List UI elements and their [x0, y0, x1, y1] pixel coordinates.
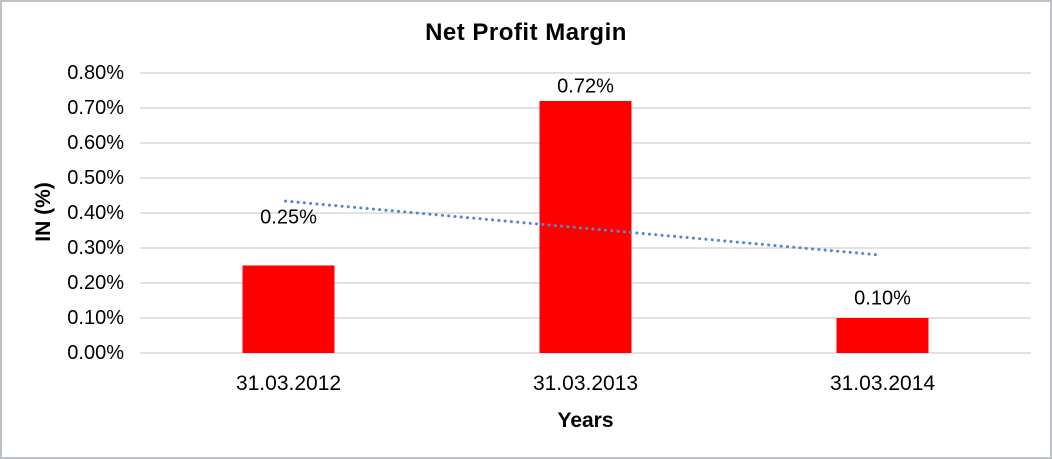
- y-tick-label: 0.30%: [67, 237, 124, 259]
- x-category-label: 31.03.2012: [235, 372, 342, 395]
- bar-31.03.2012: [242, 265, 335, 353]
- y-tick-label: 0.80%: [67, 62, 124, 84]
- y-tick-label: 0.60%: [67, 132, 124, 154]
- x-category-label: 31.03.2013: [532, 372, 639, 395]
- y-tick-label: 0.10%: [67, 307, 124, 329]
- x-axis-title: Years: [557, 409, 614, 432]
- data-label: 0.25%: [260, 206, 317, 228]
- data-label: 0.72%: [557, 75, 614, 98]
- y-tick-label: 0.70%: [67, 97, 124, 119]
- y-tick-label: 0.50%: [67, 167, 124, 189]
- y-tick-label: 0.00%: [67, 342, 124, 364]
- bar-31.03.2013: [539, 101, 632, 353]
- y-tick-label: 0.40%: [67, 202, 124, 224]
- trendline: [284, 199, 881, 257]
- bar-31.03.2014: [836, 318, 929, 353]
- data-label: 0.10%: [854, 287, 911, 310]
- x-category-label: 31.03.2014: [829, 372, 936, 395]
- chart-title: Net Profit Margin: [425, 19, 627, 46]
- y-tick-label: 0.20%: [67, 272, 124, 294]
